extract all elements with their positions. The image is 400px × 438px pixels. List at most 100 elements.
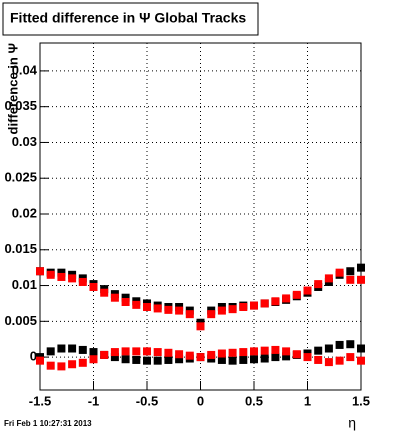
marker (121, 297, 130, 306)
marker (250, 355, 258, 364)
chart-title: Fitted difference in Ψ Global Tracks (10, 10, 246, 26)
marker (335, 340, 344, 349)
marker (100, 288, 109, 297)
y-tick-label: 0.005 (4, 313, 37, 328)
marker (282, 347, 291, 356)
title-box (2, 2, 259, 36)
marker (217, 306, 226, 315)
marker (250, 301, 258, 310)
marker (143, 347, 151, 356)
x-axis-label: η (348, 415, 356, 431)
marker (164, 305, 173, 314)
marker (110, 348, 119, 357)
marker (303, 353, 312, 362)
marker (346, 275, 355, 284)
marker (314, 355, 323, 364)
marker (292, 290, 301, 299)
marker (217, 349, 226, 358)
marker (335, 356, 344, 365)
marker (89, 355, 98, 364)
marker (228, 348, 237, 357)
marker (239, 303, 248, 312)
marker (282, 294, 291, 303)
marker (110, 293, 119, 302)
marker (57, 344, 66, 353)
x-tick-label: 1.5 (352, 393, 370, 408)
marker (132, 300, 141, 309)
marker (132, 347, 141, 356)
marker (78, 358, 87, 367)
marker (260, 299, 269, 308)
marker (282, 352, 291, 361)
marker (46, 347, 55, 356)
marker (78, 277, 87, 286)
x-tick-label: 0 (197, 393, 204, 408)
y-tick-label: 0.025 (4, 170, 37, 185)
marker (46, 270, 55, 279)
marker (143, 356, 151, 365)
marker (57, 272, 66, 281)
marker (153, 356, 162, 365)
marker (185, 351, 194, 360)
marker (239, 355, 248, 364)
marker (271, 345, 280, 354)
marker (68, 344, 77, 353)
marker (357, 263, 365, 272)
marker (324, 274, 333, 283)
x-tick-label: -1 (88, 393, 100, 408)
marker (68, 274, 77, 283)
marker (153, 348, 162, 357)
marker (346, 267, 355, 276)
marker (100, 350, 109, 359)
marker (36, 356, 44, 365)
marker (164, 348, 173, 357)
marker (121, 347, 130, 356)
y-tick-label: 0.01 (12, 277, 37, 292)
marker (68, 360, 77, 369)
marker (207, 310, 216, 319)
marker (143, 303, 151, 312)
marker (260, 354, 269, 363)
marker (175, 306, 184, 315)
y-tick-label: 0.02 (12, 205, 37, 220)
marker (271, 353, 280, 362)
marker (357, 356, 365, 365)
marker (207, 350, 216, 359)
y-tick-label: 0.015 (4, 241, 37, 256)
marker (324, 344, 333, 353)
marker (132, 355, 141, 364)
marker (357, 344, 365, 353)
marker (175, 355, 184, 364)
marker (324, 358, 333, 367)
marker (36, 267, 44, 276)
y-axis-label: difference in Ψ (5, 43, 20, 134)
marker (121, 293, 130, 302)
marker (121, 355, 130, 364)
marker (228, 305, 237, 314)
marker (250, 347, 258, 356)
marker (153, 304, 162, 313)
marker (46, 361, 55, 370)
marker (260, 346, 269, 355)
marker (314, 346, 323, 355)
marker (175, 350, 184, 359)
x-tick-label: -0.5 (136, 393, 158, 408)
marker (196, 322, 205, 331)
marker (303, 286, 312, 295)
marker (196, 353, 205, 362)
marker (357, 275, 365, 284)
marker (335, 268, 344, 277)
x-tick-label: 1 (304, 393, 311, 408)
marker (346, 353, 355, 362)
y-tick-label: 0.03 (12, 134, 37, 149)
marker (78, 345, 87, 354)
marker (164, 355, 173, 364)
marker (89, 348, 98, 357)
marker (185, 310, 194, 319)
marker (217, 355, 226, 364)
y-tick-label: 0 (30, 349, 37, 364)
marker (314, 280, 323, 289)
marker (57, 268, 66, 277)
marker (292, 350, 301, 359)
